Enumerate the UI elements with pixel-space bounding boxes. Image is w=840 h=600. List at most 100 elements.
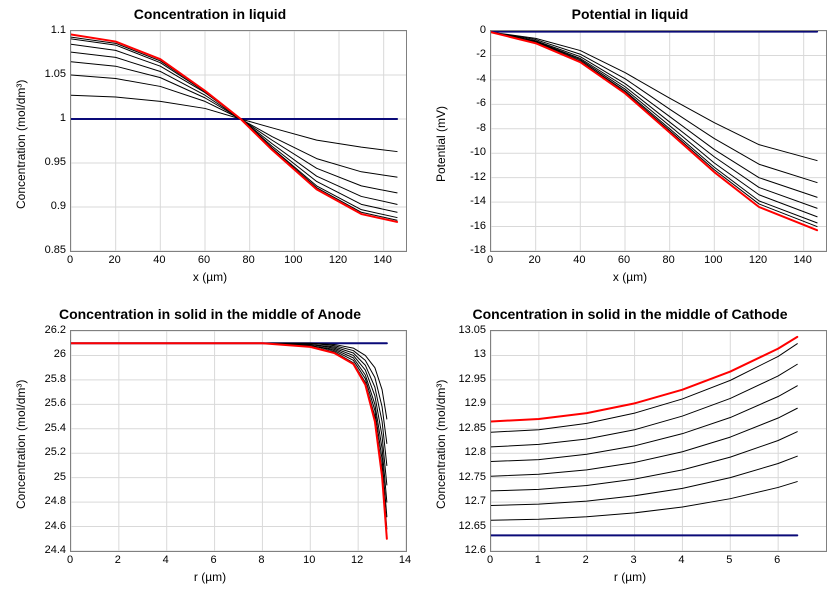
x-tick: 20 <box>529 254 541 266</box>
y-tick: 12.75 <box>454 471 486 483</box>
x-tick: 40 <box>153 254 165 266</box>
x-tick: 5 <box>726 554 732 566</box>
series-line <box>71 44 397 212</box>
series-line <box>491 364 797 447</box>
series-line <box>491 32 817 197</box>
y-tick: 0 <box>478 24 486 36</box>
y-tick: 25.8 <box>40 373 66 385</box>
plot-area <box>70 30 407 252</box>
plot-svg <box>71 31 406 251</box>
x-tick: 14 <box>399 554 411 566</box>
x-tick: 6 <box>211 554 217 566</box>
panel-title: Concentration in solid in the middle of … <box>0 306 420 322</box>
plot-svg <box>71 331 406 551</box>
x-axis-label: r (µm) <box>0 570 420 584</box>
y-tick: 25.2 <box>40 446 66 458</box>
x-tick: 0 <box>67 254 73 266</box>
x-tick: 2 <box>115 554 121 566</box>
y-tick: -6 <box>472 97 486 109</box>
series-line <box>491 32 817 223</box>
x-tick: 2 <box>583 554 589 566</box>
x-tick: 1 <box>535 554 541 566</box>
y-tick: 26 <box>52 348 66 360</box>
x-tick: 0 <box>487 254 493 266</box>
x-tick: 20 <box>109 254 121 266</box>
series-line <box>491 32 817 208</box>
x-tick: 4 <box>678 554 684 566</box>
y-tick: -18 <box>466 244 486 256</box>
y-tick: 12.7 <box>460 495 486 507</box>
y-axis-label: Concentration (mol/dm³) <box>14 380 28 509</box>
panel-anode: Concentration in solid in the middle of … <box>0 300 420 600</box>
series-line <box>491 32 817 230</box>
x-tick: 80 <box>243 254 255 266</box>
panel-title: Concentration in liquid <box>0 6 420 22</box>
y-tick: 0.95 <box>40 156 66 168</box>
series-line <box>491 32 817 160</box>
x-tick: 60 <box>198 254 210 266</box>
panel-phi: Potential in liquid020406080100120140-18… <box>420 0 840 300</box>
x-tick: 12 <box>351 554 363 566</box>
y-axis-label: Concentration (mol/dm³) <box>14 80 28 209</box>
x-tick: 4 <box>163 554 169 566</box>
x-tick: 100 <box>704 254 722 266</box>
panel-title: Potential in liquid <box>420 6 840 22</box>
y-tick: 25.4 <box>40 422 66 434</box>
x-tick: 0 <box>67 554 73 566</box>
x-tick: 10 <box>303 554 315 566</box>
x-tick: 40 <box>573 254 585 266</box>
plot-svg <box>491 31 826 251</box>
x-axis-label: x (µm) <box>420 270 840 284</box>
y-axis-label: Concentration (mol/dm³) <box>434 380 448 509</box>
y-tick: -4 <box>472 73 486 85</box>
x-tick: 120 <box>749 254 767 266</box>
y-tick: 12.8 <box>460 446 486 458</box>
panels-grid: Concentration in liquid02040608010012014… <box>0 0 840 600</box>
x-tick: 0 <box>487 554 493 566</box>
y-tick: 26.2 <box>40 324 66 336</box>
y-tick: 13.05 <box>454 324 486 336</box>
y-tick: 25 <box>52 471 66 483</box>
x-tick: 120 <box>329 254 347 266</box>
x-tick: 8 <box>258 554 264 566</box>
plot-area <box>490 30 827 252</box>
x-axis-label: r (µm) <box>420 570 840 584</box>
y-tick: -8 <box>472 122 486 134</box>
x-tick: 100 <box>284 254 302 266</box>
y-tick: 0.9 <box>46 200 66 212</box>
y-tick: 24.4 <box>40 544 66 556</box>
panel-cathode: Concentration in solid in the middle of … <box>420 300 840 600</box>
x-tick: 140 <box>793 254 811 266</box>
y-axis-label: Potential (mV) <box>434 106 448 182</box>
plot-svg <box>491 331 826 551</box>
series-line <box>491 32 817 217</box>
series-line <box>71 35 397 222</box>
series-line <box>71 62 397 193</box>
y-tick: 12.65 <box>454 520 486 532</box>
y-tick: 12.9 <box>460 397 486 409</box>
y-tick: 1.1 <box>46 24 66 36</box>
y-tick: 1.05 <box>40 68 66 80</box>
x-tick: 60 <box>618 254 630 266</box>
series-line <box>71 95 397 151</box>
series-line <box>491 32 817 182</box>
y-tick: 24.6 <box>40 520 66 532</box>
x-tick: 6 <box>774 554 780 566</box>
plot-area <box>70 330 407 552</box>
y-tick: 1 <box>58 112 66 124</box>
y-tick: 12.6 <box>460 544 486 556</box>
y-tick: 0.85 <box>40 244 66 256</box>
y-tick: -12 <box>466 171 486 183</box>
y-tick: 25.6 <box>40 397 66 409</box>
y-tick: 12.85 <box>454 422 486 434</box>
chart-page: Concentration in liquid02040608010012014… <box>0 0 840 600</box>
panel-title: Concentration in solid in the middle of … <box>420 306 840 322</box>
plot-area <box>490 330 827 552</box>
series-line <box>491 432 797 491</box>
y-tick: -10 <box>466 146 486 158</box>
panel-cl: Concentration in liquid02040608010012014… <box>0 0 420 300</box>
series-line <box>71 75 397 177</box>
y-tick: 12.95 <box>454 373 486 385</box>
series-line <box>491 32 817 226</box>
y-tick: -14 <box>466 195 486 207</box>
